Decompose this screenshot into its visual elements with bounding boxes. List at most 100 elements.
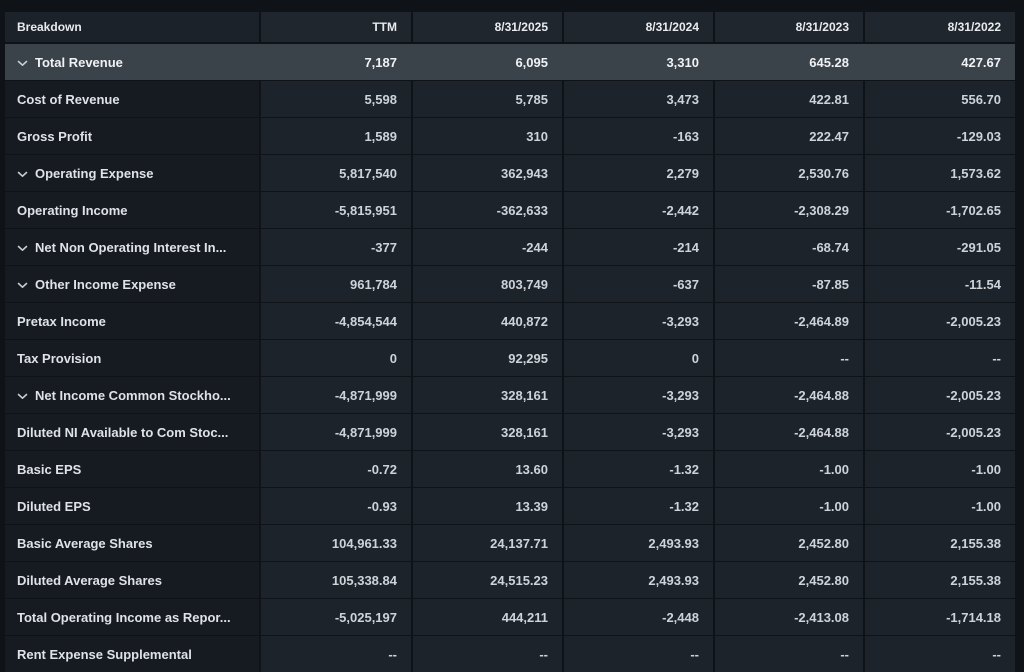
table-row[interactable]: Cost of Revenue 5,598 5,785 3,473 422.81… [5,81,1015,117]
row-label-cell[interactable]: Basic EPS [5,451,259,487]
table-row[interactable]: Operating Income -5,815,951 -362,633 -2,… [5,192,1015,228]
cell-2025: 803,749 [413,266,562,302]
table-row[interactable]: Diluted EPS -0.93 13.39 -1.32 -1.00 -1.0… [5,488,1015,524]
cell-2023: -2,464.88 [715,414,863,450]
cell-ttm: 5,598 [261,81,411,117]
cell-ttm: -- [261,636,411,672]
cell-2024: 3,310 [666,54,699,70]
column-header-ttm: TTM [261,12,411,42]
table-row[interactable]: Diluted Average Shares 105,338.84 24,515… [5,562,1015,598]
chevron-down-icon[interactable] [17,169,28,178]
table-row[interactable]: Gross Profit 1,589 310 -163 222.47 -129.… [5,118,1015,154]
cell-ttm: 0 [261,340,411,376]
table-row[interactable]: Tax Provision 0 92,295 0 -- -- [5,340,1015,376]
row-label: Tax Provision [17,350,102,366]
cell-2023: -1.00 [715,488,863,524]
cell-2023: 422.81 [715,81,863,117]
row-label: Net Non Operating Interest In... [35,239,227,255]
chevron-down-icon[interactable] [17,243,28,252]
cell-2025: 444,211 [413,599,562,635]
table-header-row: Breakdown TTM 8/31/2025 8/31/2024 8/31/2… [5,12,1015,42]
table-row[interactable]: Pretax Income -4,854,544 440,872 -3,293 … [5,303,1015,339]
cell-2023: 645.28 [809,54,849,70]
table-row[interactable]: Net Non Operating Interest In... -377 -2… [5,229,1015,265]
table-row[interactable]: Basic EPS -0.72 13.60 -1.32 -1.00 -1.00 [5,451,1015,487]
table-row[interactable]: Total Operating Income as Repor... -5,02… [5,599,1015,635]
row-label-cell[interactable]: Basic Average Shares [5,525,259,561]
cell-2023: -- [715,636,863,672]
row-label: Operating Expense [35,165,154,181]
column-header-2023: 8/31/2023 [715,12,863,42]
cell-2024: -163 [564,118,713,154]
row-label-cell[interactable]: Diluted EPS [5,488,259,524]
cell-2022: -2,005.23 [865,303,1015,339]
row-label: Diluted NI Available to Com Stoc... [17,424,229,440]
cell-2024: -214 [564,229,713,265]
cell-2023: 2,452.80 [715,562,863,598]
cell-2024: 2,279 [564,155,713,191]
chevron-down-icon[interactable] [17,280,28,289]
row-label-cell[interactable]: Net Income Common Stockho... [5,377,259,413]
cell-2024: -2,448 [564,599,713,635]
cell-2022: 2,155.38 [865,562,1015,598]
cell-2023: -2,464.89 [715,303,863,339]
cell-ttm: -0.72 [261,451,411,487]
row-label-cell[interactable]: Operating Income [5,192,259,228]
row-label-cell[interactable]: Pretax Income [5,303,259,339]
cell-2023: -87.85 [715,266,863,302]
chevron-down-icon[interactable] [17,391,28,400]
row-label-cell[interactable]: Diluted Average Shares [5,562,259,598]
cell-2024: -637 [564,266,713,302]
row-label-cell[interactable]: Net Non Operating Interest In... [5,229,259,265]
cell-ttm: -5,815,951 [261,192,411,228]
row-label-cell[interactable]: Cost of Revenue [5,81,259,117]
cell-2024: -1.32 [564,488,713,524]
row-label: Gross Profit [17,128,93,144]
table-row[interactable]: Net Income Common Stockho... -4,871,999 … [5,377,1015,413]
cell-2022: -129.03 [865,118,1015,154]
financials-breakdown-table: Breakdown TTM 8/31/2025 8/31/2024 8/31/2… [5,12,1015,672]
cell-ttm: 7,187 [364,54,397,70]
row-label-cell[interactable]: Total Revenue [5,44,259,80]
row-label-cell[interactable]: Total Operating Income as Repor... [5,599,259,635]
row-label-cell[interactable]: Other Income Expense [5,266,259,302]
cell-2025: 440,872 [413,303,562,339]
cell-ttm: 104,961.33 [261,525,411,561]
table-row[interactable]: Total Revenue 7,187 6,095 3,310 645.28 4… [5,44,1015,80]
chevron-down-icon[interactable] [17,58,28,67]
cell-2022: 1,573.62 [865,155,1015,191]
cell-2022: -1.00 [865,451,1015,487]
cell-ttm: 1,589 [261,118,411,154]
cell-2022: 2,155.38 [865,525,1015,561]
cell-2022: -2,005.23 [865,414,1015,450]
cell-2022: -- [865,340,1015,376]
cell-2025: 24,137.71 [413,525,562,561]
row-label-cell[interactable]: Diluted NI Available to Com Stoc... [5,414,259,450]
cell-2025: 5,785 [413,81,562,117]
cell-2025: 6,095 [515,54,548,70]
cell-2023: -68.74 [715,229,863,265]
cell-2022: -291.05 [865,229,1015,265]
row-label: Operating Income [17,202,128,218]
table-row[interactable]: Diluted NI Available to Com Stoc... -4,8… [5,414,1015,450]
row-label-cell[interactable]: Gross Profit [5,118,259,154]
column-header-2022: 8/31/2022 [865,12,1015,42]
table-row[interactable]: Other Income Expense 961,784 803,749 -63… [5,266,1015,302]
row-label-cell[interactable]: Operating Expense [5,155,259,191]
cell-2022: 427.67 [961,54,1001,70]
cell-2025: -362,633 [413,192,562,228]
cell-2023: 222.47 [715,118,863,154]
cell-ttm: -4,854,544 [261,303,411,339]
cell-ttm: -377 [261,229,411,265]
table-row[interactable]: Basic Average Shares 104,961.33 24,137.7… [5,525,1015,561]
cell-2022: -11.54 [865,266,1015,302]
row-label: Other Income Expense [35,276,176,292]
column-header-2024: 8/31/2024 [564,12,713,42]
row-label-cell[interactable]: Tax Provision [5,340,259,376]
cell-2024: 2,493.93 [564,562,713,598]
cell-2025: 92,295 [413,340,562,376]
row-label-cell[interactable]: Rent Expense Supplemental [5,636,259,672]
table-row[interactable]: Operating Expense 5,817,540 362,943 2,27… [5,155,1015,191]
cell-2023: -1.00 [715,451,863,487]
table-row[interactable]: Rent Expense Supplemental -- -- -- -- -- [5,636,1015,672]
